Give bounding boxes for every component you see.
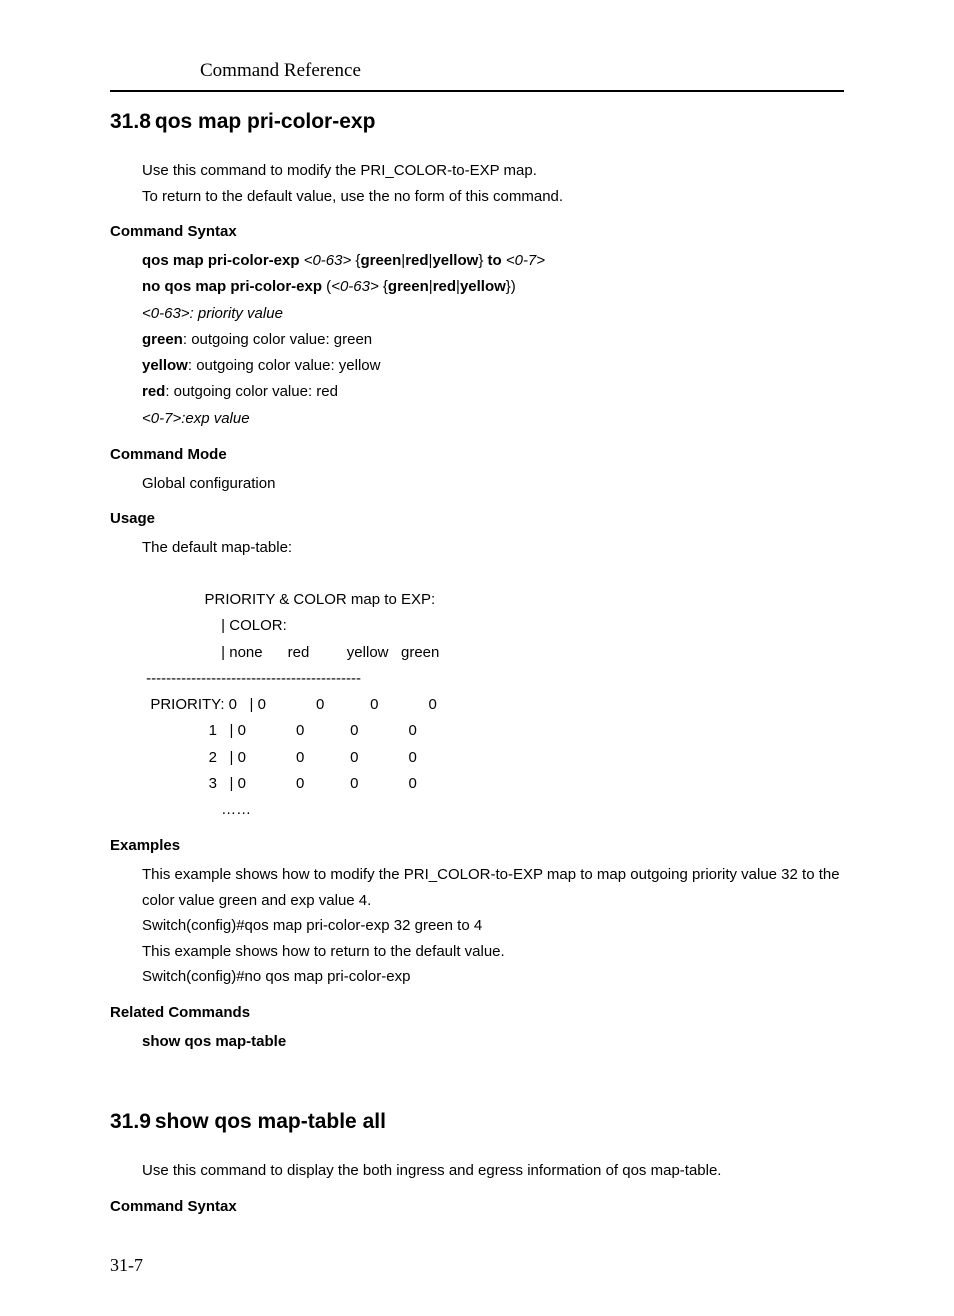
syntax-text: ( bbox=[322, 278, 331, 295]
related-commands-block: show qos map-table bbox=[142, 1029, 844, 1055]
syntax-keyword: red bbox=[142, 383, 165, 400]
command-mode-heading: Command Mode bbox=[110, 446, 844, 463]
syntax-keyword: green bbox=[388, 278, 429, 295]
related-command: show qos map-table bbox=[142, 1033, 286, 1050]
related-commands-heading: Related Commands bbox=[110, 1004, 844, 1021]
syntax-arg: <0-63> bbox=[331, 278, 379, 295]
table-row: | COLOR: bbox=[142, 617, 287, 634]
syntax-line: yellow: outgoing color value: yellow bbox=[142, 353, 844, 379]
syntax-keyword: qos map pri-color-exp bbox=[142, 252, 300, 269]
syntax-text: } bbox=[478, 252, 487, 269]
section-heading-text: show qos map-table all bbox=[155, 1110, 386, 1133]
page-container: Command Reference 31.8qos map pri-color-… bbox=[0, 0, 954, 1316]
page-header: Command Reference bbox=[110, 60, 844, 82]
syntax-text: : outgoing color value: yellow bbox=[188, 357, 381, 374]
syntax-keyword: red bbox=[433, 278, 456, 295]
table-row: 2 | 0 0 0 0 bbox=[142, 749, 417, 766]
command-syntax-block: qos map pri-color-exp <0-63> {green|red|… bbox=[142, 248, 844, 432]
command-mode-text: Global configuration bbox=[142, 471, 844, 497]
table-row: …… bbox=[142, 801, 251, 818]
syntax-keyword: yellow bbox=[460, 278, 506, 295]
section-intro: Use this command to display the both ing… bbox=[142, 1158, 844, 1184]
syntax-keyword: red bbox=[405, 252, 428, 269]
table-row: PRIORITY: 0 | 0 0 0 0 bbox=[142, 696, 437, 713]
syntax-keyword: yellow bbox=[432, 252, 478, 269]
syntax-text: }) bbox=[506, 278, 516, 295]
syntax-arg: <0-63> bbox=[300, 252, 356, 269]
syntax-line: <0-7>:exp value bbox=[142, 406, 844, 432]
section-31-9-title: 31.9show qos map-table all bbox=[110, 1110, 844, 1134]
syntax-keyword: yellow bbox=[142, 357, 188, 374]
table-row: ----------------------------------------… bbox=[142, 670, 361, 687]
syntax-text: : outgoing color value: green bbox=[183, 331, 372, 348]
syntax-line: <0-63>: priority value bbox=[142, 301, 844, 327]
syntax-line: no qos map pri-color-exp (<0-63> {green|… bbox=[142, 274, 844, 300]
section-heading-text: qos map pri-color-exp bbox=[155, 110, 376, 133]
command-syntax-heading: Command Syntax bbox=[110, 1198, 844, 1215]
command-syntax-heading: Command Syntax bbox=[110, 223, 844, 240]
examples-heading: Examples bbox=[110, 837, 844, 854]
syntax-keyword: to bbox=[488, 252, 502, 269]
section-intro: Use this command to modify the PRI_COLOR… bbox=[142, 158, 844, 209]
examples-block: This example shows how to modify the PRI… bbox=[142, 862, 844, 990]
syntax-text: { bbox=[379, 278, 388, 295]
header-rule bbox=[110, 90, 844, 92]
example-text: This example shows how to modify the PRI… bbox=[142, 862, 844, 913]
table-row: PRIORITY & COLOR map to EXP: bbox=[142, 591, 435, 608]
section-number: 31.9 bbox=[110, 1110, 151, 1133]
section-31-8-title: 31.8qos map pri-color-exp bbox=[110, 110, 844, 134]
section-number: 31.8 bbox=[110, 110, 151, 133]
usage-intro: The default map-table: bbox=[142, 535, 844, 561]
intro-line: Use this command to modify the PRI_COLOR… bbox=[142, 158, 844, 184]
syntax-keyword: green bbox=[142, 331, 183, 348]
syntax-keyword: green bbox=[360, 252, 401, 269]
page-footer: 31-7 bbox=[110, 1255, 844, 1276]
syntax-line: red: outgoing color value: red bbox=[142, 379, 844, 405]
example-text: This example shows how to return to the … bbox=[142, 939, 844, 965]
syntax-keyword: no qos map pri-color-exp bbox=[142, 278, 322, 295]
example-text: Switch(config)#qos map pri-color-exp 32 … bbox=[142, 913, 844, 939]
intro-line: To return to the default value, use the … bbox=[142, 184, 844, 210]
syntax-line: green: outgoing color value: green bbox=[142, 327, 844, 353]
syntax-arg: <0-7> bbox=[502, 252, 545, 269]
map-table: PRIORITY & COLOR map to EXP: | COLOR: | … bbox=[142, 561, 844, 824]
example-text: Switch(config)#no qos map pri-color-exp bbox=[142, 964, 844, 990]
table-row: 3 | 0 0 0 0 bbox=[142, 775, 417, 792]
table-row: | none red yellow green bbox=[142, 644, 439, 661]
table-row: 1 | 0 0 0 0 bbox=[142, 722, 417, 739]
syntax-text: : outgoing color value: red bbox=[165, 383, 338, 400]
usage-heading: Usage bbox=[110, 510, 844, 527]
syntax-line: qos map pri-color-exp <0-63> {green|red|… bbox=[142, 248, 844, 274]
